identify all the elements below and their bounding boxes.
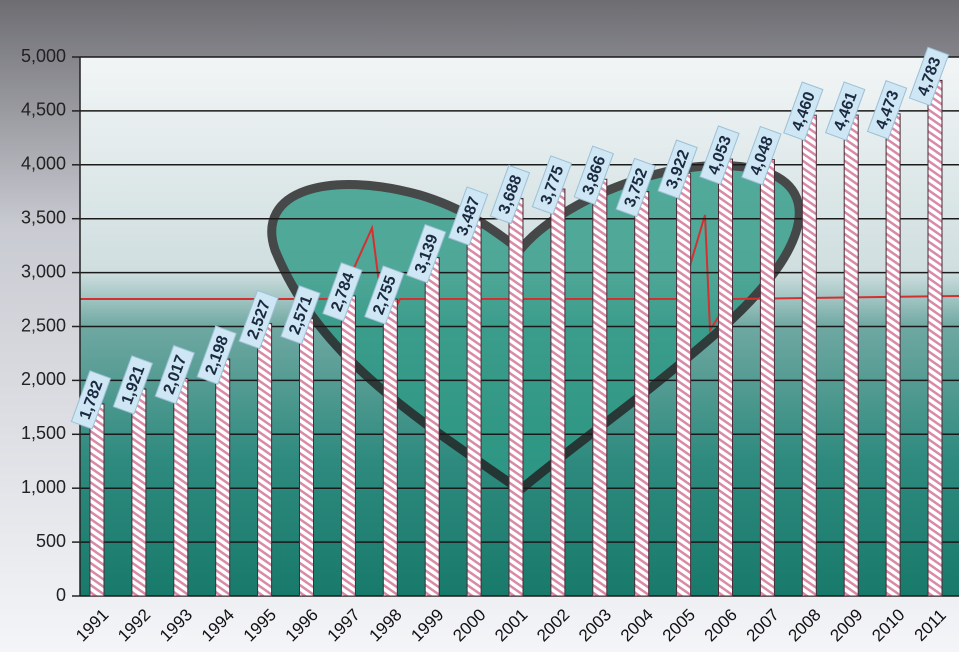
value-label-box [615, 157, 656, 218]
y-tick-label: 3,000 [21, 261, 66, 281]
y-tick-label: 5,000 [21, 46, 66, 66]
bar [466, 219, 482, 597]
bar [89, 403, 105, 597]
value-label-box [741, 125, 782, 186]
value-label-box [447, 186, 489, 246]
bar [424, 257, 440, 597]
value-label-box [824, 81, 866, 141]
value-label-box [783, 81, 824, 141]
bar [131, 388, 147, 597]
value-label-box [405, 223, 447, 284]
bar [508, 197, 524, 597]
value-label-box [364, 265, 405, 325]
value-label-box [573, 145, 615, 206]
y-tick-label: 2,500 [21, 315, 66, 335]
value-label-box [322, 262, 363, 322]
y-tick-label: 2,000 [21, 369, 66, 389]
bar [592, 178, 608, 597]
value-label: 3,922 [657, 139, 698, 199]
bar [299, 318, 314, 597]
bar [382, 298, 398, 597]
value-label-box [112, 355, 154, 415]
bar [257, 323, 273, 597]
bar [801, 114, 817, 597]
value-label-box [489, 164, 531, 225]
bar [634, 191, 650, 597]
bar [676, 172, 692, 597]
value-label-box [70, 370, 112, 430]
value-label-box [657, 139, 698, 199]
value-label-box [238, 289, 279, 350]
y-tick-label: 1,500 [21, 423, 66, 443]
bar [340, 295, 356, 597]
bar [759, 159, 775, 597]
value-label-box [908, 46, 950, 107]
y-tick-label: 1,000 [21, 477, 66, 497]
y-tick-label: 0 [56, 585, 66, 605]
bar [215, 358, 231, 597]
y-tick-label: 4,500 [21, 100, 66, 120]
bar [885, 113, 901, 597]
y-tick-label: 3,500 [21, 207, 66, 227]
value-label-box [154, 344, 196, 405]
bar [550, 188, 566, 597]
value-label-box [280, 285, 321, 345]
bar [718, 158, 733, 597]
value-label-box [531, 155, 573, 215]
y-tick-label: 500 [36, 531, 66, 551]
value-label-box [699, 125, 740, 185]
value-label-box [866, 80, 908, 140]
value-label-box [196, 325, 237, 385]
bar [173, 378, 189, 597]
bar [843, 114, 859, 597]
bar [927, 79, 943, 597]
y-tick-label: 4,000 [21, 154, 66, 174]
